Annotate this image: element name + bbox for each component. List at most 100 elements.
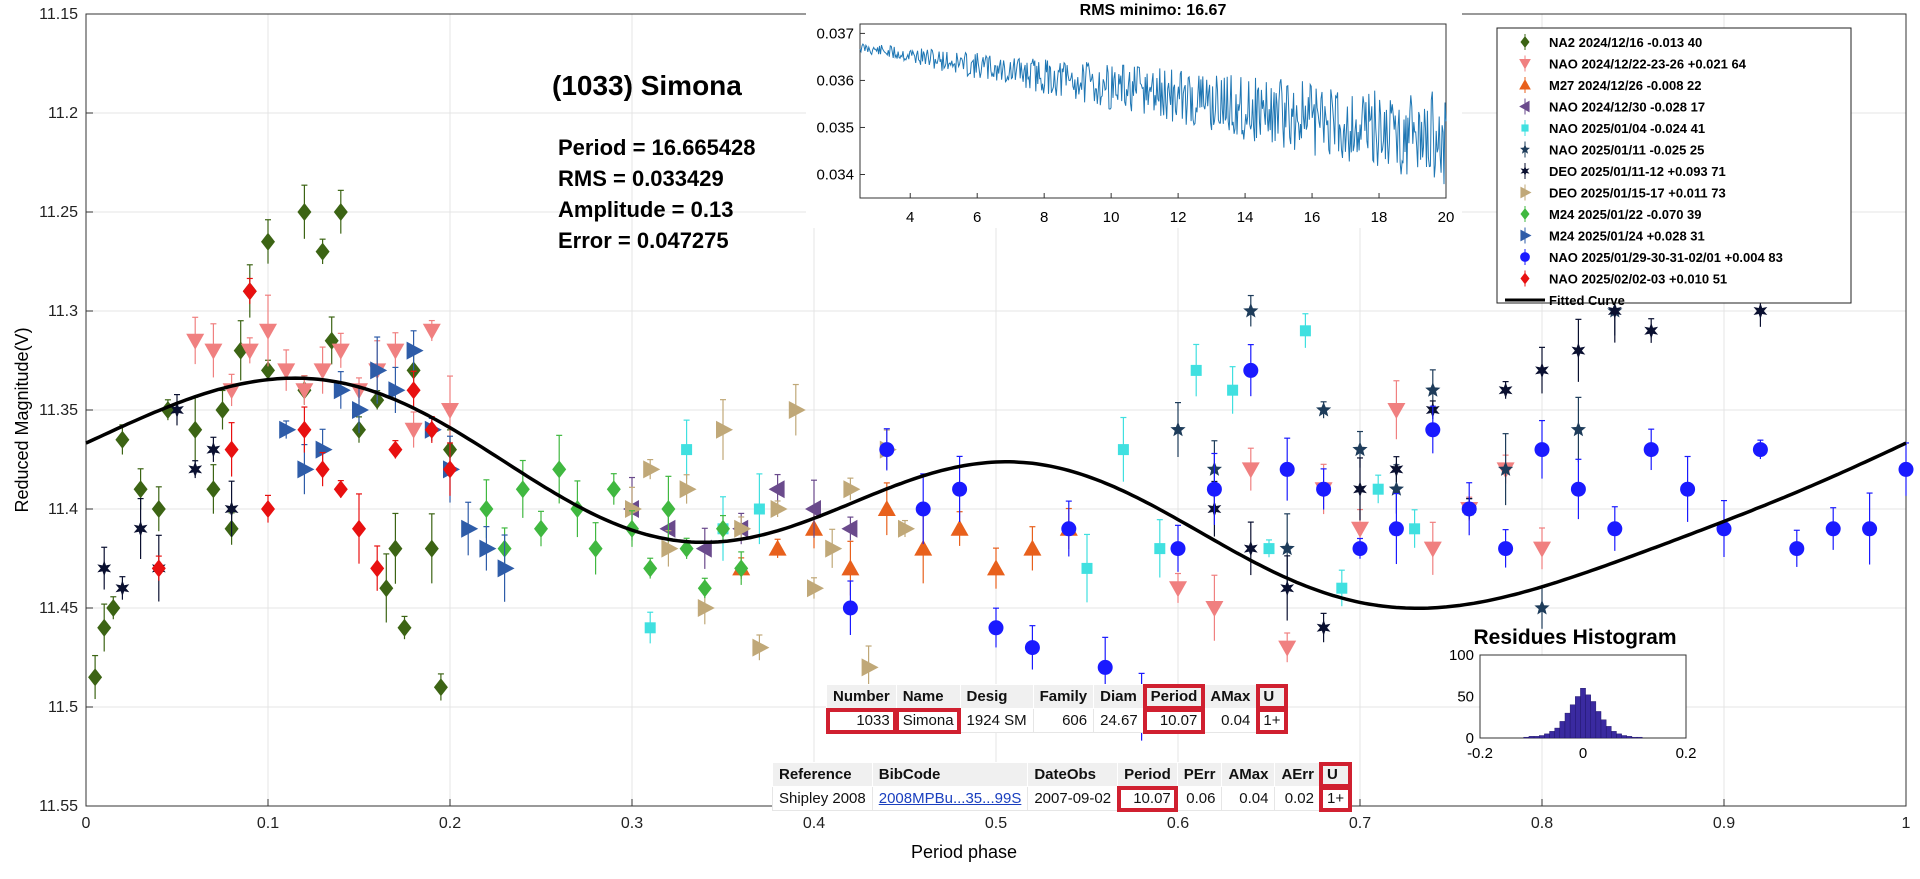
- data-point: [133, 480, 148, 499]
- data-point: [625, 500, 642, 518]
- data-point: [1570, 481, 1586, 497]
- data-point: [424, 539, 439, 558]
- histogram-bar: [1611, 731, 1617, 739]
- data-point: [1170, 421, 1186, 437]
- x-tick-label: 0.4: [803, 815, 825, 832]
- table-cell[interactable]: 2008MPBu...35...99S: [871, 786, 1029, 811]
- inset-x-tick-label: 18: [1371, 209, 1388, 226]
- table-cell: 10.07: [1116, 785, 1179, 812]
- data-point: [1280, 580, 1295, 597]
- data-point: [788, 401, 806, 419]
- inset-x-tick-label: 12: [1170, 209, 1187, 226]
- data-point: [914, 539, 933, 556]
- data-point: [1154, 543, 1166, 555]
- data-point: [659, 519, 676, 538]
- data-point: [1352, 541, 1368, 557]
- table-cell: 24.67: [1093, 708, 1145, 733]
- histogram-bar: [1554, 727, 1561, 739]
- data-point: [679, 539, 694, 558]
- series-6: [97, 248, 1768, 643]
- inset-x-tick-label: 16: [1304, 209, 1321, 226]
- data-point: [1061, 521, 1077, 537]
- data-point: [215, 401, 230, 419]
- histogram-bar: [1585, 694, 1591, 739]
- column-header: DateObs: [1027, 762, 1119, 787]
- data-point: [768, 539, 787, 556]
- data-point: [1206, 481, 1222, 497]
- histogram-bar: [1569, 704, 1576, 739]
- data-point: [206, 480, 221, 499]
- data-point: [1263, 543, 1275, 555]
- data-point: [1024, 640, 1040, 656]
- histogram-bar: [1564, 712, 1571, 739]
- column-header: AMax: [1203, 684, 1258, 709]
- data-point: [898, 519, 915, 538]
- column-header: PErr: [1176, 762, 1223, 787]
- legend-label: DEO 2025/01/15-17 +0.011 73: [1549, 186, 1726, 201]
- column-header: U: [1255, 683, 1288, 710]
- data-point: [240, 343, 259, 360]
- data-point: [768, 480, 785, 499]
- legend-label: NAO 2024/12/30 -0.028 17: [1549, 100, 1705, 115]
- data-point: [1081, 562, 1093, 574]
- hist-y-tick-label: 0: [1466, 730, 1474, 747]
- y-tick-label: 11.3: [48, 303, 78, 320]
- histogram-bar: [1575, 696, 1581, 739]
- data-point: [333, 480, 348, 499]
- x-tick-label: 0.8: [1531, 815, 1553, 832]
- histogram-bar: [1549, 731, 1555, 739]
- data-point: [877, 500, 896, 516]
- data-point: [1169, 581, 1187, 598]
- x-tick-label: 0.7: [1349, 815, 1371, 832]
- data-point: [406, 341, 424, 360]
- data-point: [1243, 540, 1258, 557]
- data-point: [479, 539, 497, 558]
- data-point: [331, 343, 350, 360]
- data-point: [261, 500, 275, 518]
- y-tick-label: 11.2: [48, 105, 78, 122]
- x-tick-label: 0.3: [621, 815, 643, 832]
- data-point: [1716, 521, 1732, 537]
- inset-x-tick-label: 20: [1438, 209, 1455, 226]
- data-point: [734, 559, 749, 578]
- column-header: AMax: [1221, 762, 1276, 787]
- data-point: [1752, 442, 1768, 458]
- histogram-bar: [1590, 701, 1597, 739]
- stat-line: Amplitude = 0.13: [558, 197, 733, 222]
- data-point: [1607, 303, 1622, 319]
- data-point: [315, 460, 330, 479]
- data-point: [1571, 342, 1586, 359]
- lcdb-reference-table: Reference BibCode DateObs Period PErr AMax AEr…: [772, 761, 1352, 812]
- table-cell: 0.04: [1221, 786, 1276, 811]
- histogram-bar: [1595, 711, 1602, 739]
- hist-y-tick-label: 100: [1449, 647, 1474, 664]
- inset-y-tick-label: 0.037: [816, 25, 854, 42]
- legend-marker: [1521, 124, 1529, 132]
- data-point: [770, 500, 788, 518]
- data-point: [1316, 619, 1331, 636]
- data-point: [352, 519, 366, 538]
- data-point: [1680, 481, 1696, 497]
- data-point: [88, 668, 103, 687]
- data-point: [805, 500, 821, 518]
- data-point: [379, 579, 394, 598]
- data-point: [370, 559, 385, 578]
- inset-x-tick-label: 6: [973, 209, 981, 226]
- data-point: [1753, 303, 1768, 319]
- data-point: [753, 503, 765, 515]
- data-point: [386, 343, 405, 360]
- data-point: [441, 403, 459, 419]
- data-point: [188, 461, 203, 478]
- data-point: [461, 519, 479, 538]
- data-point: [861, 658, 879, 677]
- y-tick-label: 11.45: [39, 600, 78, 617]
- hist-x-tick-label: -0.2: [1467, 745, 1493, 762]
- data-point: [681, 444, 693, 456]
- inset-x-tick-label: 10: [1103, 209, 1120, 226]
- histogram-bar: [1636, 736, 1643, 739]
- histogram-bar: [1533, 736, 1540, 739]
- column-header: Family: [1032, 684, 1095, 709]
- data-point: [1498, 461, 1514, 476]
- table-row: Shipley 2008 2008MPBu...35...99S 2007-09-0…: [772, 785, 1352, 812]
- data-point: [1387, 403, 1406, 419]
